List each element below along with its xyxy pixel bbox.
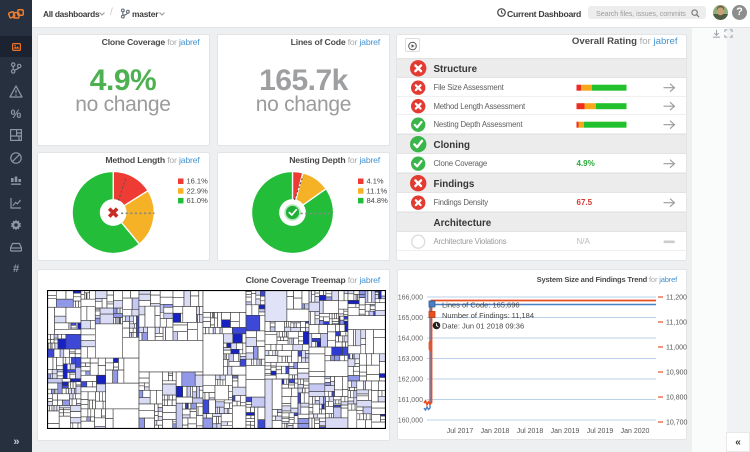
svg-text:Lines of Code: 165,696: Lines of Code: 165,696: [442, 300, 520, 309]
svg-text:11,000: 11,000: [666, 344, 687, 351]
svg-text:160,000: 160,000: [398, 417, 423, 424]
svg-text:Jan 2019: Jan 2019: [551, 428, 580, 435]
svg-text:10,900: 10,900: [666, 369, 688, 376]
svg-text:10,800: 10,800: [666, 394, 688, 401]
svg-text:Jan 2018: Jan 2018: [481, 428, 510, 435]
svg-text:166,000: 166,000: [398, 294, 423, 301]
svg-text:22.9%: 22.9%: [186, 186, 208, 195]
svg-text:Jul 2019: Jul 2019: [587, 428, 614, 435]
svg-text:Jul 2017: Jul 2017: [447, 428, 474, 435]
svg-text:162,000: 162,000: [398, 376, 423, 383]
svg-text:10,700: 10,700: [666, 419, 688, 426]
svg-text:61.0%: 61.0%: [186, 196, 208, 205]
svg-text:164,000: 164,000: [398, 335, 423, 342]
svg-text:163,000: 163,000: [398, 356, 423, 363]
svg-text:16.1%: 16.1%: [186, 177, 208, 186]
svg-text:Date: Jun 01 2018 09:36: Date: Jun 01 2018 09:36: [442, 321, 524, 330]
svg-text:84.8%: 84.8%: [367, 196, 389, 205]
svg-text:11.1%: 11.1%: [367, 186, 388, 195]
svg-text:161,000: 161,000: [398, 397, 423, 404]
svg-text:Jan 2020: Jan 2020: [621, 428, 650, 435]
svg-text:Jul 2018: Jul 2018: [517, 428, 544, 435]
svg-text:11,100: 11,100: [666, 319, 687, 326]
svg-text:11,200: 11,200: [666, 294, 687, 301]
svg-text:Number of Findings: 11,184: Number of Findings: 11,184: [442, 311, 534, 320]
svg-text:165,000: 165,000: [398, 315, 423, 322]
svg-text:4.1%: 4.1%: [367, 177, 384, 186]
